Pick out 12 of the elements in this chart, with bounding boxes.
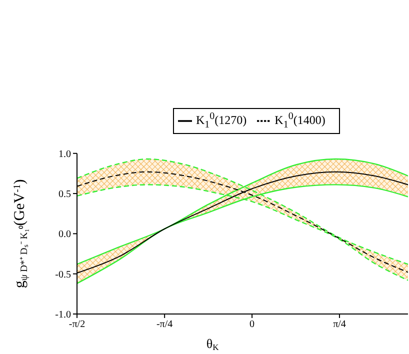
x-axis-title: θ$_{K}$: [206, 336, 219, 352]
y-tick-label: -0.5: [55, 269, 71, 280]
legend-label: K$_{1}$$^{0}$(1400): [274, 111, 326, 130]
y-tick-label: 0.0: [58, 229, 71, 240]
legend-label: K$_{1}$$^{0}$(1270): [196, 111, 247, 130]
x-tick-label: π/4: [333, 319, 346, 330]
y-tick-label: 1.0: [58, 148, 71, 160]
x-tick-label: -π/4: [156, 319, 173, 330]
y-tick-label: -1.0: [55, 310, 71, 321]
x-tick-label: -π/2: [68, 319, 86, 330]
y-tick-label: 0.5: [58, 189, 71, 200]
x-tick-label: 0: [250, 319, 255, 330]
